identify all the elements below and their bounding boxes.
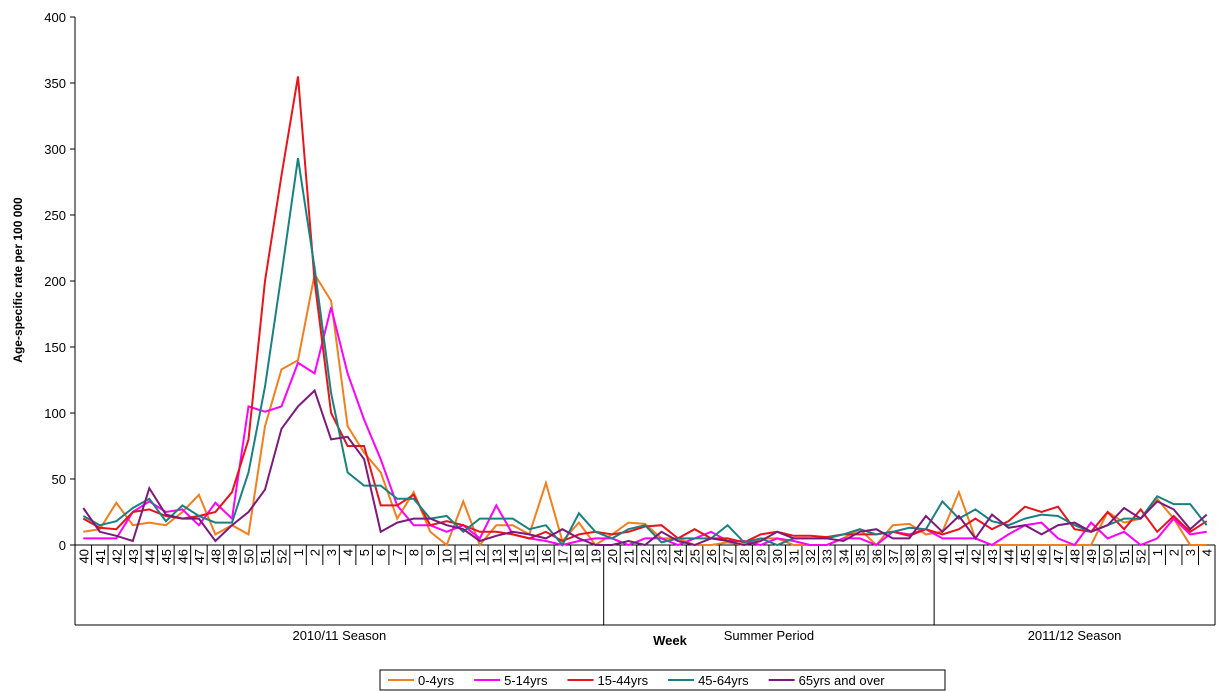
x-tick-label: 14	[506, 549, 521, 563]
series-line	[82, 76, 1208, 544]
x-tick-label: 34	[836, 549, 851, 563]
x-tick-label: 24	[671, 549, 686, 563]
y-tick-label: 150	[44, 340, 66, 355]
series-line	[82, 158, 1208, 547]
x-tick-label: 10	[440, 549, 455, 563]
x-tick-label: 45	[159, 549, 174, 563]
x-tick-label: 46	[175, 549, 190, 563]
x-tick-label: 42	[109, 549, 124, 563]
x-tick-label: 50	[1101, 549, 1116, 563]
y-axis-label: Age-specific rate per 100 000	[11, 197, 25, 363]
x-tick-label: 51	[1117, 549, 1132, 563]
x-tick-label: 29	[754, 549, 769, 563]
x-tick-label: 41	[93, 549, 108, 563]
x-tick-label: 8	[407, 549, 422, 556]
x-tick-label: 12	[473, 549, 488, 563]
legend-label: 5-14yrs	[504, 673, 548, 688]
x-tick-label: 45	[1018, 549, 1033, 563]
x-tick-label: 2	[1167, 549, 1182, 556]
x-tick-label: 43	[126, 549, 141, 563]
x-tick-label: 50	[241, 549, 256, 563]
y-tick-label: 100	[44, 406, 66, 421]
x-tick-label: 15	[522, 549, 537, 563]
x-tick-label: 18	[572, 549, 587, 563]
x-tick-label: 39	[919, 549, 934, 563]
x-tick-label: 51	[258, 549, 273, 563]
x-tick-label: 25	[688, 549, 703, 563]
x-tick-label: 44	[142, 549, 157, 563]
series-line	[83, 307, 1207, 547]
x-tick-label: 36	[869, 549, 884, 563]
x-tick-label: 28	[737, 549, 752, 563]
x-tick-label: 40	[935, 549, 950, 563]
x-tick-label: 37	[886, 549, 901, 563]
x-tick-label: 48	[1068, 549, 1083, 563]
x-axis-label: Week	[653, 633, 687, 648]
x-tick-label: 49	[225, 549, 240, 563]
x-tick-label: 17	[555, 549, 570, 563]
x-tick-label: 3	[324, 549, 339, 556]
x-tick-label: 35	[853, 549, 868, 563]
x-tick-label: 38	[902, 549, 917, 563]
x-tick-label: 47	[192, 549, 207, 563]
group-label: 2010/11 Season	[292, 628, 386, 643]
x-tick-label: 40	[76, 549, 91, 563]
group-label: Summer Period	[724, 628, 814, 643]
x-tick-label: 48	[208, 549, 223, 563]
x-tick-label: 1	[1150, 549, 1165, 556]
x-tick-label: 6	[374, 549, 389, 556]
x-tick-label: 22	[638, 549, 653, 563]
group-label: 2011/12 Season	[1028, 628, 1122, 643]
x-tick-label: 11	[456, 549, 471, 563]
legend-label: 15-44yrs	[597, 673, 648, 688]
x-tick-label: 3	[1183, 549, 1198, 556]
x-tick-label: 9	[423, 549, 438, 556]
x-tick-label: 4	[1200, 549, 1215, 556]
x-tick-label: 26	[704, 549, 719, 563]
legend-box	[379, 669, 946, 691]
x-tick-label: 27	[721, 549, 736, 563]
x-tick-label: 16	[539, 549, 554, 563]
y-tick-label: 400	[44, 10, 66, 25]
x-tick-label: 2	[308, 549, 323, 556]
x-tick-label: 13	[489, 549, 504, 563]
series-line	[82, 388, 1208, 547]
y-tick-label: 250	[44, 208, 66, 223]
x-tick-label: 32	[803, 549, 818, 563]
x-tick-label: 7	[390, 549, 405, 556]
y-tick-label: 200	[44, 274, 66, 289]
x-tick-label: 41	[952, 549, 967, 563]
x-tick-label: 4	[341, 549, 356, 556]
x-tick-label: 46	[1035, 549, 1050, 563]
x-tick-label: 21	[621, 549, 636, 563]
x-tick-label: 42	[968, 549, 983, 563]
y-tick-label: 50	[52, 472, 66, 487]
x-tick-label: 43	[985, 549, 1000, 563]
x-tick-label: 19	[588, 549, 603, 563]
x-tick-label: 31	[787, 549, 802, 563]
series-line	[83, 271, 1207, 547]
legend-label: 45-64yrs	[698, 673, 749, 688]
y-tick-label: 0	[59, 538, 66, 553]
x-tick-label: 23	[655, 549, 670, 563]
x-tick-label: 47	[1051, 549, 1066, 563]
x-tick-label: 1	[291, 549, 306, 556]
x-tick-label: 49	[1084, 549, 1099, 563]
legend-label: 0-4yrs	[418, 673, 455, 688]
x-tick-label: 44	[1001, 549, 1016, 563]
x-tick-label: 33	[820, 549, 835, 563]
x-tick-label: 20	[605, 549, 620, 563]
x-tick-label: 5	[357, 549, 372, 556]
y-tick-label: 350	[44, 76, 66, 91]
legend-label: 65yrs and over	[799, 673, 886, 688]
y-tick-label: 300	[44, 142, 66, 157]
x-tick-label: 52	[275, 549, 290, 563]
x-tick-label: 30	[770, 549, 785, 563]
x-tick-label: 52	[1134, 549, 1149, 563]
